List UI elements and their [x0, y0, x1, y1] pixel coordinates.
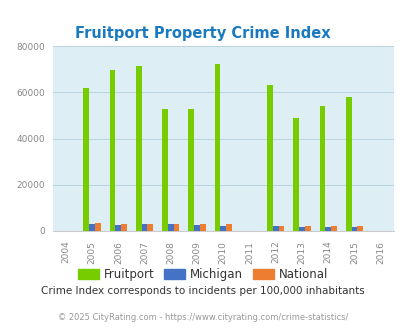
Text: Fruitport Property Crime Index: Fruitport Property Crime Index — [75, 26, 330, 41]
Bar — [330, 226, 336, 231]
Text: © 2025 CityRating.com - https://www.cityrating.com/crime-statistics/: © 2025 CityRating.com - https://www.city… — [58, 313, 347, 322]
Bar — [121, 224, 127, 231]
Bar — [345, 97, 351, 231]
Bar — [89, 224, 95, 231]
Bar — [351, 227, 356, 231]
Bar — [324, 227, 330, 231]
Bar — [173, 224, 179, 231]
Bar — [293, 118, 298, 231]
Bar — [168, 224, 173, 231]
Bar — [214, 63, 220, 231]
Bar — [188, 109, 194, 231]
Bar — [199, 224, 205, 231]
Bar — [162, 109, 168, 231]
Legend: Fruitport, Michigan, National: Fruitport, Michigan, National — [73, 263, 332, 286]
Bar — [298, 227, 304, 231]
Bar — [115, 224, 121, 231]
Bar — [304, 226, 310, 231]
Bar — [109, 70, 115, 231]
Bar — [319, 106, 324, 231]
Bar — [278, 226, 284, 231]
Bar — [141, 224, 147, 231]
Bar — [194, 225, 199, 231]
Text: Crime Index corresponds to incidents per 100,000 inhabitants: Crime Index corresponds to incidents per… — [41, 286, 364, 296]
Bar — [226, 224, 231, 231]
Bar — [83, 88, 89, 231]
Bar — [220, 226, 226, 231]
Bar — [95, 223, 100, 231]
Bar — [356, 226, 362, 231]
Bar — [147, 224, 153, 231]
Bar — [272, 226, 278, 231]
Bar — [136, 66, 141, 231]
Bar — [266, 85, 272, 231]
